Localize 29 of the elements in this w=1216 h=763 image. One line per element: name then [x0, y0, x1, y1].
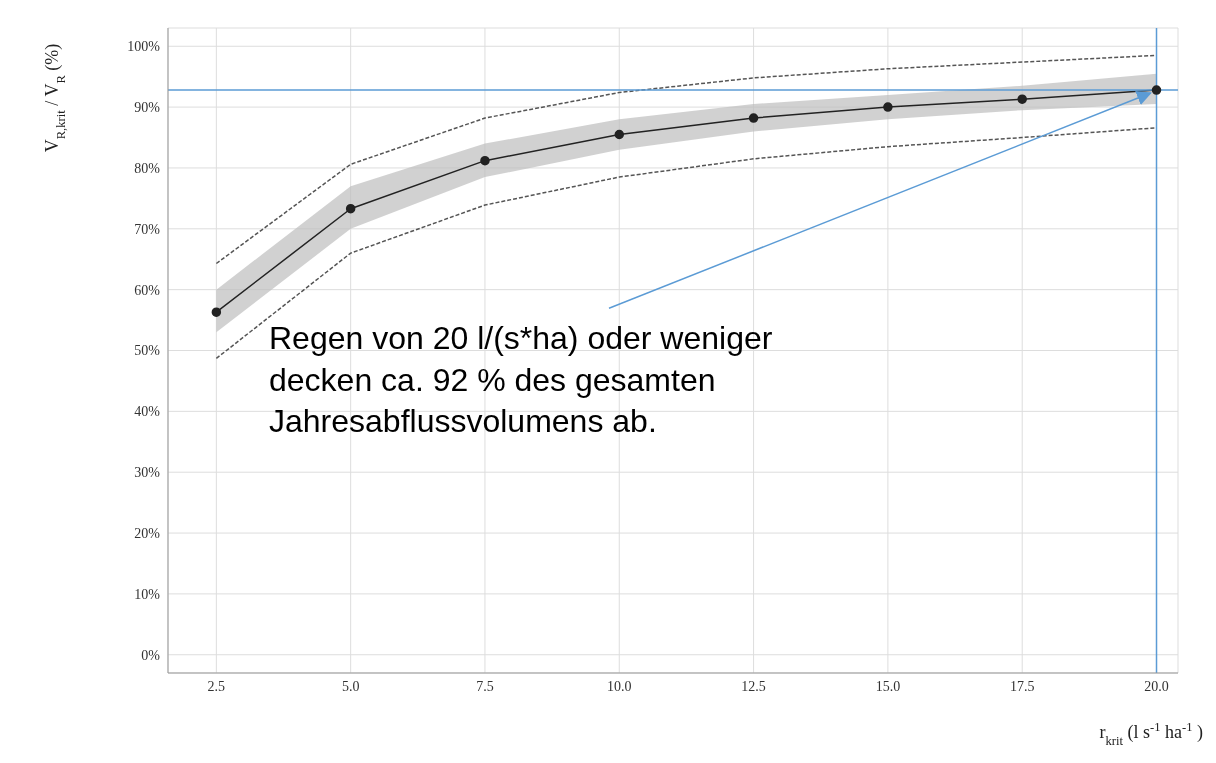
y-tick-label: 90% — [134, 100, 161, 116]
x-tick-label: 20.0 — [1144, 678, 1169, 694]
y-tick-label: 20% — [134, 526, 161, 542]
annotation: Regen von 20 l/(s*ha) oder weniger decken ca. 92 % des gesamten Jahresabflussvolumens ab. — [269, 319, 774, 442]
point — [1017, 94, 1027, 104]
y-tick-label: 10% — [134, 586, 161, 602]
y-tick-label: 50% — [134, 343, 161, 359]
y-tick-label: 100% — [127, 39, 161, 55]
y-tick-label: 30% — [134, 465, 161, 481]
y-tick-label: 80% — [134, 160, 161, 176]
x-tick-label: 15.0 — [875, 678, 901, 694]
point — [211, 307, 222, 317]
x-tick-label: 17.5 — [1009, 678, 1035, 694]
x-tick-label: 7.5 — [476, 678, 494, 694]
x-axis-title: r$_{krit}$ (l s$^{-1}$ ha$^{-1}$) — [1099, 720, 1203, 748]
x-tick-label: 5.0 — [341, 678, 360, 694]
y-tick-label: 0% — [141, 647, 161, 663]
y-tick-label: 40% — [134, 404, 161, 420]
x-tick-label: 12.5 — [741, 678, 766, 694]
point — [1151, 85, 1162, 95]
x-tick-label: 2.5 — [207, 678, 226, 694]
point — [345, 203, 356, 214]
point — [883, 102, 893, 112]
point — [748, 113, 759, 123]
x-tick-label: 10.0 — [607, 678, 632, 694]
y-tick-label: 70% — [134, 221, 161, 237]
point — [480, 155, 490, 166]
point — [614, 129, 625, 140]
y-tick-label: 60% — [134, 282, 161, 298]
